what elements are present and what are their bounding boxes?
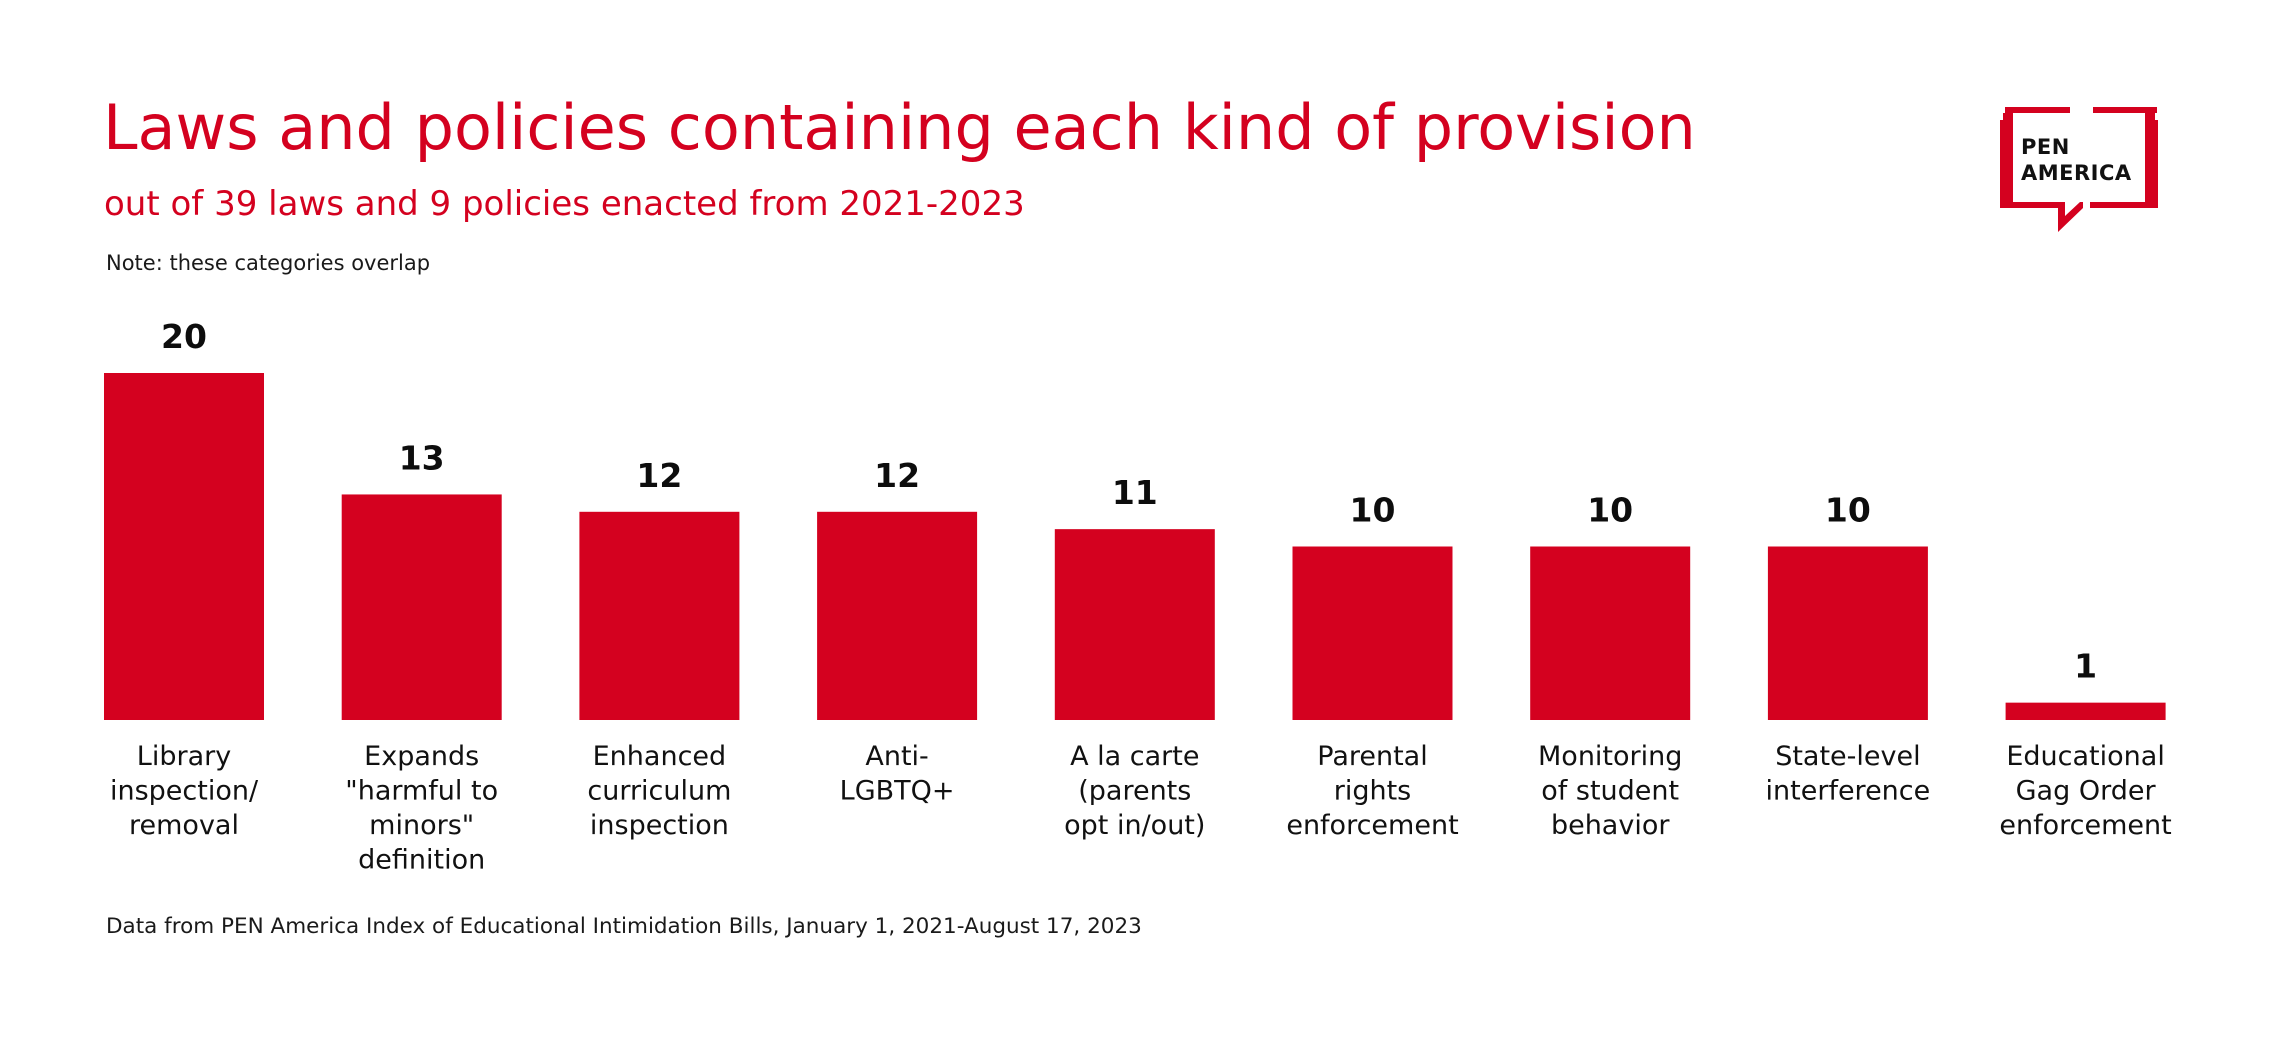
value-label-5: 10 (1350, 491, 1396, 530)
category-label-line: inspection/ (110, 776, 259, 807)
bar-5 (1292, 546, 1453, 720)
value-label-6: 10 (1587, 491, 1633, 530)
category-label-line: opt in/out) (1064, 810, 1205, 841)
value-label-3: 12 (874, 456, 920, 495)
category-label-1: Expands "harmful to minors" definition (345, 741, 498, 876)
logo-text: PEN AMERICA (2021, 134, 2132, 186)
category-label-line: minors" (369, 810, 474, 841)
category-label-line: curriculum (587, 776, 731, 807)
speech-bubble-icon (2000, 107, 2158, 232)
category-label-line: definition (358, 845, 485, 876)
bars-layer (104, 373, 2166, 720)
category-label-2: Enhanced curriculum inspection (587, 741, 731, 841)
category-label-0: Library inspection/removal (110, 741, 259, 841)
value-labels-layer: 20 13 12 12 11 10 10 10 1 (161, 317, 2097, 686)
value-label-4: 11 (1112, 473, 1158, 512)
category-label-line: removal (129, 810, 239, 841)
category-label-line: Anti- (865, 741, 928, 772)
bar-8 (2005, 702, 2166, 720)
logo-line-america: AMERICA (2021, 161, 2132, 185)
value-label-2: 12 (636, 456, 682, 495)
bar-6 (1530, 546, 1691, 720)
category-label-3: Anti- LGBTQ+ (840, 741, 955, 807)
source-footnote: Data from PEN America Index of Education… (106, 914, 1142, 939)
category-label-line: Enhanced (593, 741, 727, 772)
category-label-line: enforcement (1286, 810, 1458, 841)
category-label-line: A la carte (1070, 741, 1199, 772)
category-label-line: behavior (1551, 810, 1670, 841)
category-label-6: Monitoring of student behavior (1538, 741, 1682, 841)
category-label-line: Gag Order (2016, 776, 2157, 807)
category-label-line: "harmful to (345, 776, 498, 807)
value-label-7: 10 (1825, 491, 1871, 530)
category-label-7: State-level interference (1766, 741, 1931, 807)
category-label-line: Monitoring (1538, 741, 1682, 772)
category-label-line: Expands (364, 741, 479, 772)
value-label-1: 13 (399, 438, 445, 477)
category-labels-layer: Library inspection/removal Expands "harmful… (110, 741, 2172, 876)
category-label-line: State-level (1775, 741, 1920, 772)
category-label-5: Parental rights enforcement (1286, 741, 1458, 841)
bar-4 (1054, 529, 1215, 720)
category-label-line: of student (1541, 776, 1679, 807)
category-label-line: LGBTQ+ (840, 776, 955, 807)
bar-2 (579, 511, 740, 720)
logo-line-pen: PEN (2021, 135, 2070, 159)
chart-title: Laws and policies containing each kind o… (103, 91, 1696, 164)
category-label-line: inspection (590, 810, 729, 841)
pen-america-logo: PEN AMERICA (1995, 100, 2170, 240)
bar-0 (104, 373, 264, 720)
bar-3 (817, 511, 978, 720)
bar-7 (1767, 546, 1928, 720)
category-label-line: rights (1334, 776, 1412, 807)
category-label-line: Library (137, 741, 231, 772)
category-label-4: A la carte (parents opt in/out) (1064, 741, 1205, 841)
category-label-line: enforcement (1999, 810, 2171, 841)
category-label-line: (parents (1078, 776, 1191, 807)
category-label-8: Educational Gag Order enforcement (1999, 741, 2171, 841)
value-label-0: 20 (161, 317, 207, 356)
category-label-line: Parental (1317, 741, 1427, 772)
category-label-line: Educational (2006, 741, 2164, 772)
chart-note: Note: these categories overlap (106, 251, 431, 275)
value-label-8: 1 (2074, 647, 2097, 686)
category-label-line: interference (1766, 776, 1931, 807)
bar-1 (341, 494, 502, 720)
chart-subtitle: out of 39 laws and 9 policies enacted fr… (104, 184, 1025, 224)
